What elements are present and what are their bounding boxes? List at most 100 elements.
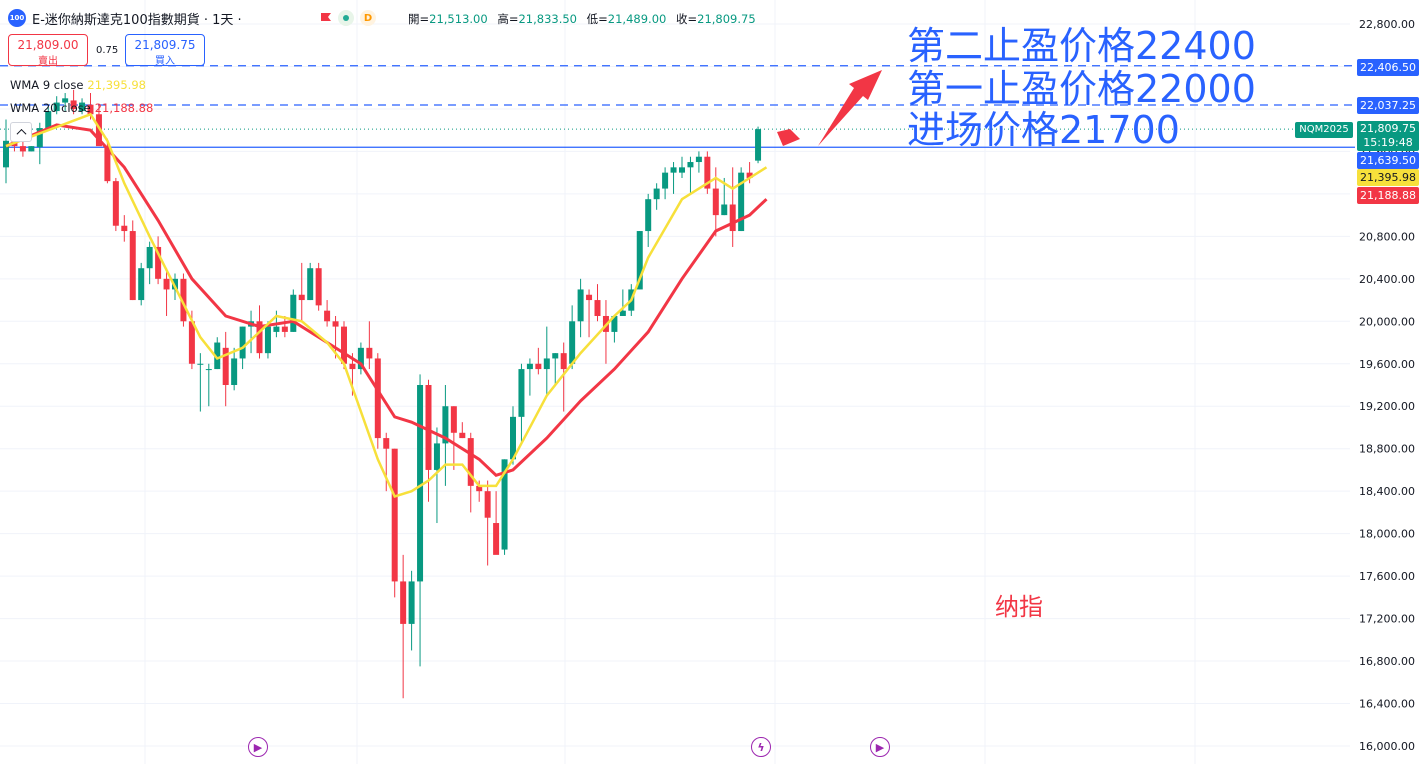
annotation-tp1[interactable]: 第一止盈价格22000 bbox=[907, 67, 1256, 111]
candle-body bbox=[611, 315, 618, 332]
candle-body bbox=[231, 358, 238, 385]
candle-body bbox=[391, 448, 398, 582]
sell-price: 21,809.00 bbox=[17, 38, 79, 52]
collapse-legend-button[interactable] bbox=[10, 122, 32, 142]
candle-body bbox=[3, 140, 9, 168]
annotation-tp2[interactable]: 第二止盈价格22400 bbox=[907, 24, 1256, 68]
candle-body bbox=[501, 459, 508, 550]
candle-body bbox=[298, 294, 305, 301]
candle-body bbox=[155, 246, 162, 279]
red-arrow-up bbox=[818, 70, 882, 146]
candle-body bbox=[341, 326, 347, 364]
candle-body bbox=[112, 181, 119, 226]
candle-body bbox=[433, 443, 440, 470]
bar-countdown: 15:19:48 bbox=[1363, 136, 1413, 149]
candle-body bbox=[569, 321, 576, 364]
spread: 0.75 bbox=[96, 45, 119, 56]
wma20-line bbox=[5, 123, 768, 477]
candle-body bbox=[425, 385, 432, 470]
candle-body bbox=[586, 294, 593, 301]
event-flash-icon[interactable]: ϟ bbox=[751, 737, 771, 757]
candle-body bbox=[188, 321, 195, 364]
y-tick-label: 17,200.00 bbox=[1359, 613, 1415, 626]
candle-body bbox=[535, 363, 542, 370]
candle-body bbox=[721, 204, 728, 216]
candle-body bbox=[467, 438, 474, 486]
y-tick-label: 19,600.00 bbox=[1359, 358, 1415, 371]
candle-body bbox=[366, 347, 373, 359]
sell-button[interactable]: 21,809.00 賣出 bbox=[8, 34, 88, 67]
candle-body bbox=[104, 146, 111, 182]
candle-body bbox=[19, 146, 26, 152]
candle-body bbox=[510, 416, 516, 460]
red-arrow-right bbox=[777, 129, 800, 146]
candle-body bbox=[746, 172, 753, 178]
candle-body bbox=[315, 268, 322, 306]
indicator-wma20[interactable]: WMA 20 close 21,188.88 bbox=[10, 101, 153, 115]
y-tick-label: 20,000.00 bbox=[1359, 315, 1415, 328]
annotation-entry[interactable]: 进场价格21700 bbox=[907, 108, 1180, 152]
candle-body bbox=[442, 406, 449, 444]
candle-body bbox=[146, 246, 153, 269]
symbol-title[interactable]: E-迷你納斯達克100指數期貨 · 1天 · bbox=[32, 12, 242, 28]
open-value: 21,513.00 bbox=[429, 12, 488, 26]
candle-body bbox=[197, 363, 204, 365]
candle-body bbox=[256, 321, 263, 354]
indicator-wma9[interactable]: WMA 9 close 21,395.98 bbox=[10, 78, 146, 92]
candle-body bbox=[552, 353, 559, 359]
candle-body bbox=[662, 172, 669, 189]
event-play-icon[interactable]: ▶ bbox=[870, 737, 890, 757]
candle-body bbox=[281, 326, 288, 332]
y-tick-label: 20,400.00 bbox=[1359, 273, 1415, 286]
arrow-annotations bbox=[777, 70, 882, 146]
candle-body bbox=[87, 104, 94, 115]
annotation-note[interactable]: 纳指 bbox=[995, 593, 1043, 621]
candle-body bbox=[400, 581, 407, 624]
candle-body bbox=[459, 432, 466, 439]
symbol-icon[interactable]: 100 bbox=[8, 9, 26, 27]
candle-body bbox=[180, 278, 187, 322]
indicator-name: WMA 20 close bbox=[10, 101, 91, 115]
candle-body bbox=[577, 289, 584, 322]
close-label: 收= bbox=[675, 12, 698, 26]
buy-button[interactable]: 21,809.75 買入 bbox=[125, 34, 205, 67]
flag-icon[interactable] bbox=[320, 12, 332, 24]
close-value: 21,809.75 bbox=[697, 12, 756, 26]
delayed-badge[interactable]: D bbox=[360, 10, 376, 26]
indicator-value: 21,188.88 bbox=[94, 101, 154, 115]
low-value: 21,489.00 bbox=[607, 12, 667, 26]
candle-body bbox=[518, 369, 525, 417]
candle-body bbox=[645, 199, 652, 232]
indicator-value: 21,395.98 bbox=[87, 78, 146, 92]
candle-body bbox=[408, 581, 415, 624]
candle-body bbox=[163, 278, 170, 290]
event-play-icon[interactable]: ▶ bbox=[248, 737, 268, 757]
y-tick-label: 16,800.00 bbox=[1359, 655, 1415, 668]
y-tick-label: 16,400.00 bbox=[1359, 698, 1415, 711]
candle-body bbox=[222, 347, 229, 385]
candle-body bbox=[704, 156, 711, 189]
y-tick-label: 22,800.00 bbox=[1359, 18, 1415, 31]
indicator-name: WMA 9 close bbox=[10, 78, 84, 92]
candle-body bbox=[332, 321, 339, 327]
candle-body bbox=[290, 294, 297, 332]
ohlc-readout: 開=21,513.00 高=21,833.50 低=21,489.00 收=21… bbox=[408, 11, 762, 27]
candle-body bbox=[264, 326, 271, 354]
candle-body bbox=[687, 162, 694, 168]
candle-body bbox=[636, 231, 643, 290]
y-tick-label: 20,800.00 bbox=[1359, 230, 1415, 243]
y-tick-label: 17,600.00 bbox=[1359, 570, 1415, 583]
buy-label: 買入 bbox=[155, 56, 175, 67]
market-open-icon[interactable] bbox=[338, 10, 354, 26]
low-label: 低= bbox=[586, 12, 608, 26]
price-label-tp2: 22,406.50 bbox=[1357, 59, 1419, 76]
candle-body bbox=[357, 347, 364, 370]
y-tick-label: 18,000.00 bbox=[1359, 528, 1415, 541]
candle-body bbox=[712, 188, 719, 216]
candle-body bbox=[95, 114, 102, 147]
candle-body bbox=[476, 485, 483, 492]
price-label-entry: 21,639.50 bbox=[1357, 152, 1419, 169]
candle-body bbox=[214, 342, 221, 370]
candle-body bbox=[560, 353, 567, 370]
